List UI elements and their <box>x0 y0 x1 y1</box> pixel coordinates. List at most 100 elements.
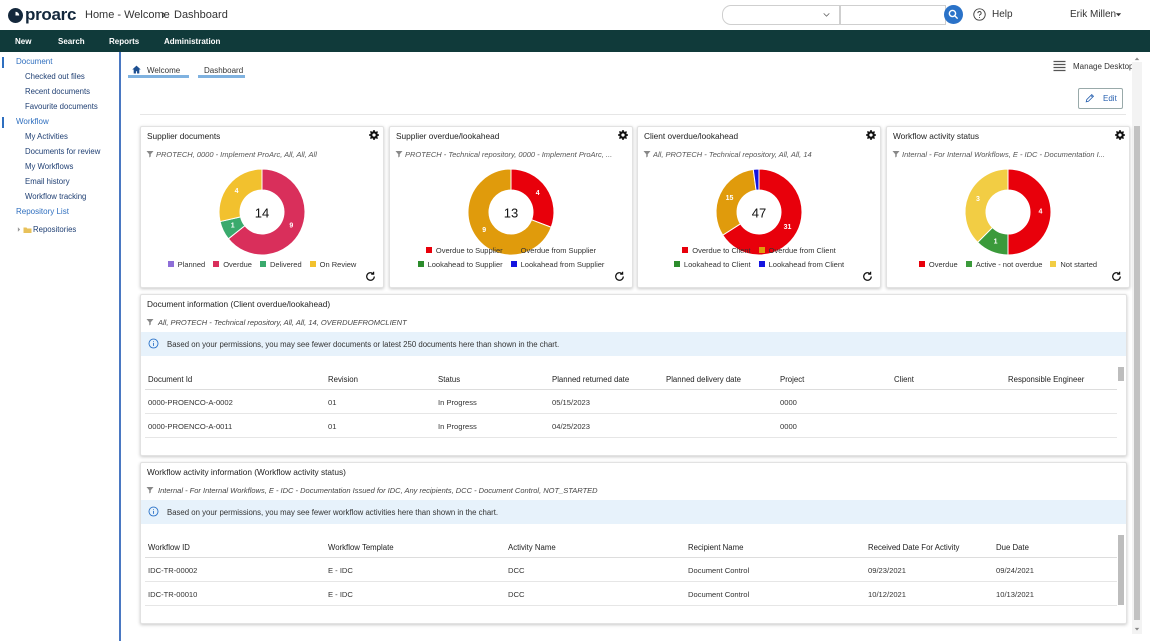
table-row[interactable]: 0000-PROENCO-A-000201In Progress05/15/20… <box>145 390 1117 414</box>
user-menu[interactable]: Erik Millen <box>1070 9 1116 20</box>
sidebar-link[interactable]: Favourite documents <box>25 102 98 111</box>
section-marker <box>2 57 4 68</box>
legend-item[interactable]: Overdue to Supplier <box>422 243 507 257</box>
table-row[interactable]: 0000-PROENCO-A-001101In Progress04/25/20… <box>145 414 1117 438</box>
menu-item[interactable]: Administration <box>164 37 220 46</box>
help-link[interactable]: Help <box>992 9 1013 20</box>
column-header[interactable]: Received Date For Activity <box>868 543 959 552</box>
scrollbar-thumb[interactable] <box>1134 126 1140 620</box>
column-header[interactable]: Document Id <box>148 375 192 384</box>
logo-text[interactable]: proarc <box>25 5 76 25</box>
donut-total: 14 <box>255 206 269 221</box>
tab[interactable]: Welcome <box>147 66 180 75</box>
sidebar-section[interactable]: Workflow <box>16 117 49 126</box>
table-cell: 09/23/2021 <box>868 566 906 575</box>
table-cell: 10/13/2021 <box>996 590 1034 599</box>
legend-item[interactable]: Overdue from Client <box>755 243 840 257</box>
icon-shape <box>147 487 154 494</box>
sidebar-link[interactable]: Recent documents <box>25 87 90 96</box>
expand-icon <box>16 226 22 233</box>
column-header[interactable]: Planned delivery date <box>666 375 741 384</box>
legend-item[interactable]: Delivered <box>256 257 306 271</box>
table-cell: IDC-TR-00010 <box>148 590 197 599</box>
legend-item[interactable]: Planned <box>164 257 210 271</box>
refresh-icon[interactable] <box>365 271 376 282</box>
legend-item[interactable]: On Review <box>306 257 361 271</box>
legend: Overdue to Supplier Overdue from Supplier… <box>394 243 628 271</box>
manage-desktop[interactable]: Manage Desktop <box>1073 62 1133 71</box>
search-input[interactable] <box>840 5 946 25</box>
sidebar-link[interactable]: Email history <box>25 177 70 186</box>
tab[interactable]: Dashboard <box>204 66 243 75</box>
menu-bar: New Search Reports Administration <box>0 30 1150 52</box>
legend-swatch <box>759 247 765 253</box>
edit-icon <box>1085 93 1095 103</box>
table-cell: 01 <box>328 422 336 431</box>
sidebar-link[interactable]: Repositories <box>33 225 76 234</box>
column-header[interactable]: Activity Name <box>508 543 556 552</box>
legend-item[interactable]: Lookahead from Supplier <box>507 257 609 271</box>
column-header[interactable]: Status <box>438 375 460 384</box>
icon-shape <box>616 272 624 281</box>
column-header[interactable]: Client <box>894 375 914 384</box>
legend-item[interactable]: Not started <box>1046 257 1101 271</box>
legend-item[interactable]: Lookahead to Supplier <box>414 257 507 271</box>
legend-item[interactable]: Active - not overdue <box>962 257 1047 271</box>
icon-shape <box>18 227 20 232</box>
sidebar-link[interactable]: Documents for review <box>25 147 100 156</box>
table-row[interactable]: IDC-TR-00002E - IDCDCCDocument Control09… <box>145 558 1117 582</box>
table-filter: Internal - For Internal Workflows, E - I… <box>158 486 598 495</box>
segment-label: 1 <box>231 223 235 230</box>
breadcrumb[interactable]: Home - Welcome <box>85 9 170 21</box>
icon-shape <box>149 339 158 348</box>
chart-card: Supplier overdue/lookaheadPROTECH - Tech… <box>389 126 633 288</box>
refresh-icon[interactable] <box>862 271 873 282</box>
filter-icon <box>643 150 651 158</box>
menu-item[interactable]: Search <box>58 37 85 46</box>
column-header[interactable]: Recipient Name <box>688 543 743 552</box>
table-scrollbar <box>1118 367 1124 381</box>
settings-icon[interactable] <box>866 130 876 140</box>
legend-label: On Review <box>320 260 357 269</box>
legend-item[interactable]: Overdue <box>209 257 256 271</box>
column-header[interactable]: Revision <box>328 375 358 384</box>
column-header[interactable]: Project <box>780 375 804 384</box>
legend-item[interactable]: Overdue to Client <box>678 243 754 257</box>
icon-shape <box>644 151 651 158</box>
refresh-icon[interactable] <box>1111 271 1122 282</box>
sidebar-link[interactable]: Workflow tracking <box>25 192 86 201</box>
column-header[interactable]: Workflow Template <box>328 543 394 552</box>
column-header[interactable]: Workflow ID <box>148 543 190 552</box>
column-header[interactable]: Planned returned date <box>552 375 629 384</box>
refresh-icon[interactable] <box>614 271 625 282</box>
menu-item[interactable]: New <box>15 37 31 46</box>
legend-item[interactable]: Overdue <box>915 257 962 271</box>
sidebar-link[interactable]: My Workflows <box>25 162 73 171</box>
sidebar-link[interactable]: Checked out files <box>25 72 85 81</box>
legend-swatch <box>310 261 316 267</box>
column-header[interactable]: Responsible Engineer <box>1008 375 1084 384</box>
table-title: Workflow activity information (Workflow … <box>147 467 346 477</box>
table-title: Document information (Client overdue/loo… <box>147 299 330 309</box>
settings-icon[interactable] <box>369 130 379 140</box>
sidebar-link[interactable]: My Activities <box>25 132 68 141</box>
legend-label: Overdue from Supplier <box>521 246 596 255</box>
legend-item[interactable]: Overdue from Supplier <box>507 243 600 257</box>
sidebar-section[interactable]: Document <box>16 57 52 66</box>
logo-icon[interactable] <box>8 8 23 23</box>
segment-label: 4 <box>235 188 239 195</box>
menu-item[interactable]: Reports <box>109 37 139 46</box>
table-row[interactable]: IDC-TR-00010E - IDCDCCDocument Control10… <box>145 582 1117 606</box>
sidebar-section[interactable]: Repository List <box>16 207 69 216</box>
column-header[interactable]: Due Date <box>996 543 1029 552</box>
user-caret <box>1115 11 1122 18</box>
legend-item[interactable]: Lookahead from Client <box>755 257 848 271</box>
table-cell: 05/15/2023 <box>552 398 590 407</box>
icon-shape <box>147 151 154 158</box>
settings-icon[interactable] <box>1115 130 1125 140</box>
settings-icon[interactable] <box>618 130 628 140</box>
legend-item[interactable]: Lookahead to Client <box>670 257 755 271</box>
legend-swatch <box>168 261 174 267</box>
filter-icon <box>146 318 154 326</box>
legend-label: Lookahead to Client <box>684 260 751 269</box>
